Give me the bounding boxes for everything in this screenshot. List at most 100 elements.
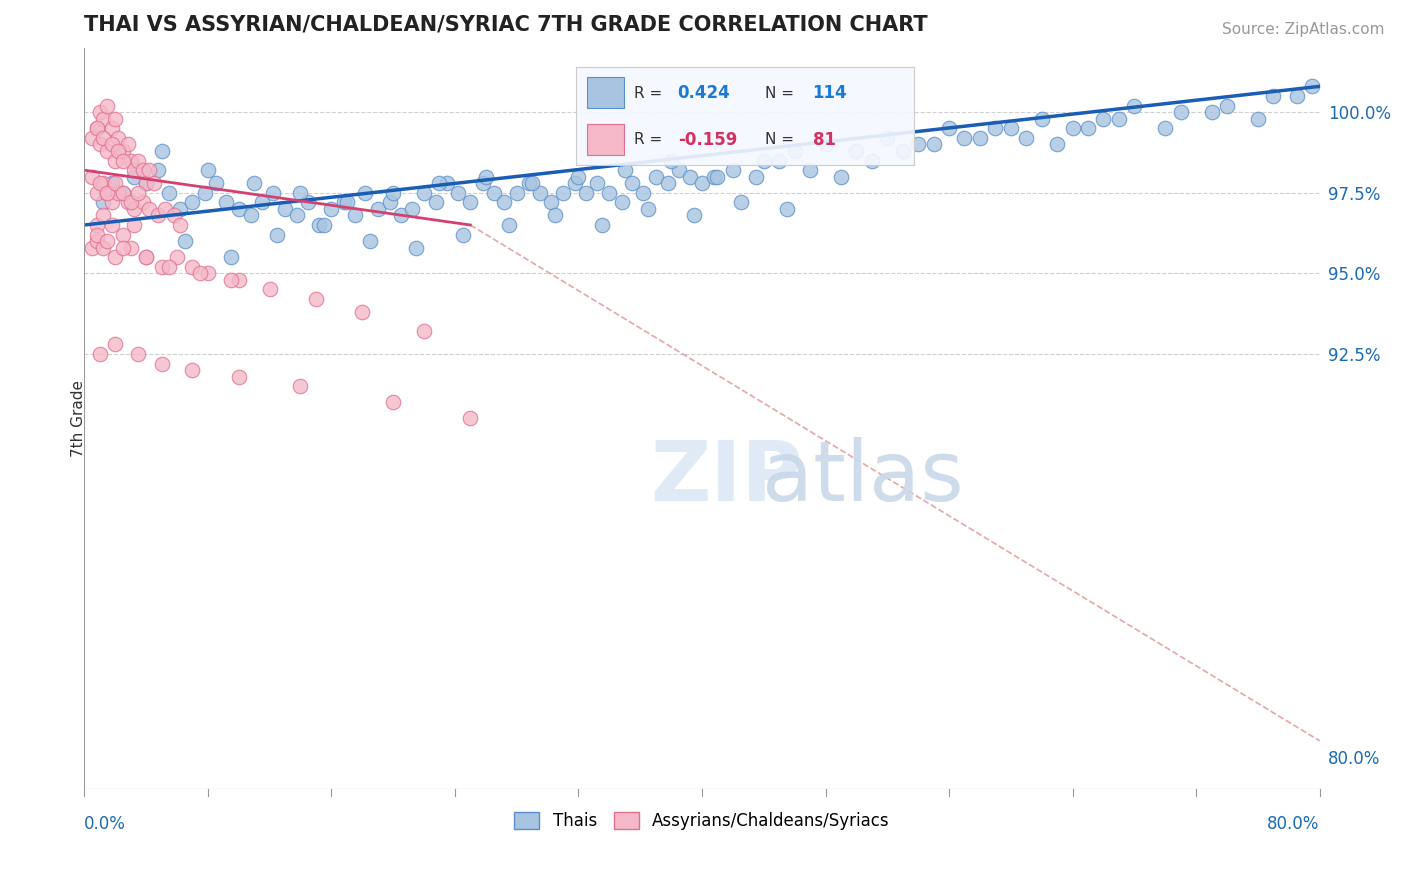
Point <box>104 337 127 351</box>
Point <box>657 176 679 190</box>
Point <box>891 144 914 158</box>
Point <box>721 163 744 178</box>
Point <box>413 186 436 200</box>
Point <box>86 218 108 232</box>
Text: 80.0%: 80.0% <box>1267 815 1320 833</box>
Point <box>96 186 118 200</box>
Point <box>1092 112 1115 126</box>
Point <box>860 153 883 168</box>
Point <box>111 227 134 242</box>
Point <box>471 176 494 190</box>
Point <box>219 250 242 264</box>
Point <box>188 266 211 280</box>
Point <box>907 137 929 152</box>
Point <box>104 250 127 264</box>
Point <box>1015 131 1038 145</box>
Point <box>378 195 401 210</box>
Legend: Thais, Assyrians/Chaldeans/Syriacs: Thais, Assyrians/Chaldeans/Syriacs <box>508 805 896 837</box>
Point <box>111 144 134 158</box>
Point <box>197 266 219 280</box>
Point <box>1046 137 1069 152</box>
Point <box>150 144 173 158</box>
Point <box>157 186 180 200</box>
Text: N =: N = <box>765 86 799 101</box>
Point <box>830 169 852 184</box>
Point <box>80 131 103 145</box>
Point <box>482 186 505 200</box>
Text: N =: N = <box>765 132 799 147</box>
Point <box>564 176 586 190</box>
Point <box>163 208 186 222</box>
Point <box>460 411 482 425</box>
Point <box>382 186 405 200</box>
Point <box>1285 89 1308 103</box>
Text: R =: R = <box>634 132 666 147</box>
Point <box>659 153 682 168</box>
Point <box>598 186 620 200</box>
Text: 114: 114 <box>813 85 848 103</box>
Point <box>352 305 374 319</box>
Point <box>567 169 589 184</box>
Point <box>938 121 960 136</box>
Point <box>475 169 498 184</box>
Point <box>382 395 405 409</box>
Text: 0.0%: 0.0% <box>84 815 127 833</box>
Point <box>181 363 204 377</box>
Point <box>197 163 219 178</box>
Point <box>644 169 666 184</box>
Bar <box>586 77 624 108</box>
Point <box>305 292 328 306</box>
Point <box>610 195 633 210</box>
Point <box>135 250 157 264</box>
Point <box>752 153 775 168</box>
Point <box>204 176 226 190</box>
Bar <box>586 124 624 155</box>
Point <box>308 218 330 232</box>
Point <box>529 186 551 200</box>
Point <box>117 137 139 152</box>
Point <box>336 195 359 210</box>
Point <box>683 208 706 222</box>
Point <box>122 163 145 178</box>
Point <box>228 273 250 287</box>
Point <box>706 169 728 184</box>
Point <box>354 186 377 200</box>
Point <box>228 202 250 216</box>
Text: atlas: atlas <box>762 437 963 518</box>
Point <box>89 176 111 190</box>
Point <box>101 121 124 136</box>
Point <box>111 153 134 168</box>
Point <box>120 153 142 168</box>
Point <box>111 186 134 200</box>
Point <box>544 208 567 222</box>
Point <box>169 202 191 216</box>
Point <box>80 169 103 184</box>
Point <box>1301 79 1323 94</box>
Point <box>127 347 149 361</box>
Point <box>91 176 114 190</box>
Point <box>287 208 309 222</box>
Point <box>89 137 111 152</box>
Point <box>1000 121 1022 136</box>
Point <box>332 195 354 210</box>
Point <box>120 241 142 255</box>
Point <box>107 144 129 158</box>
Point <box>405 241 427 255</box>
Point <box>219 273 242 287</box>
Point <box>312 218 335 232</box>
Point <box>586 176 609 190</box>
Point <box>91 195 114 210</box>
Point <box>783 144 806 158</box>
Point <box>153 202 176 216</box>
Point <box>505 186 527 200</box>
Point <box>429 176 451 190</box>
Point <box>678 169 700 184</box>
Point <box>86 121 108 136</box>
Point <box>768 153 790 168</box>
Point <box>91 112 114 126</box>
Point <box>107 131 129 145</box>
Point <box>460 195 482 210</box>
Point <box>517 176 540 190</box>
Point <box>127 153 149 168</box>
Point <box>343 208 366 222</box>
